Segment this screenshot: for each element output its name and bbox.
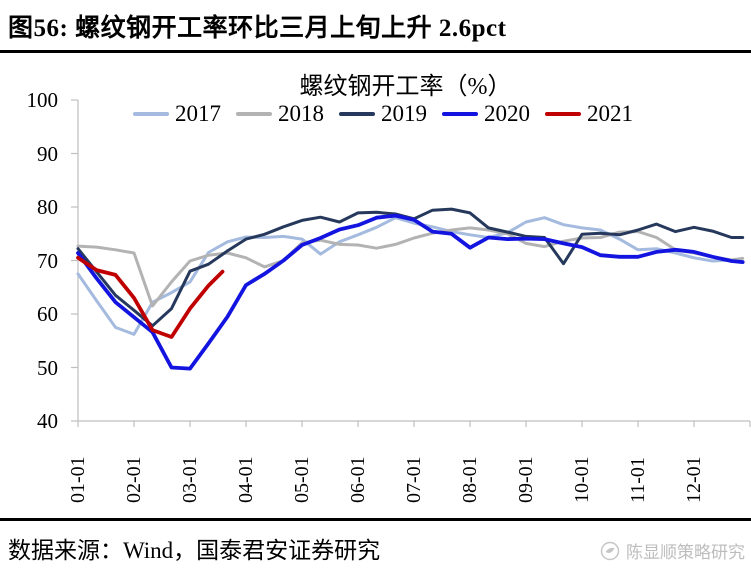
y-axis-label-90: 90 xyxy=(37,141,58,166)
legend-item-2018: 2018 xyxy=(221,101,324,127)
legend-swatch-2021 xyxy=(545,112,581,116)
legend-item-2017: 2017 xyxy=(118,101,221,127)
x-axis-label-05-01: 05-01 xyxy=(291,456,313,503)
x-axis-label-12-01: 12-01 xyxy=(683,456,705,503)
x-axis-label-01-01: 01-01 xyxy=(67,456,89,503)
page-title: 图56: 螺纹钢开工率环比三月上旬上升 2.6pct xyxy=(8,15,507,42)
legend-item-2019: 2019 xyxy=(324,101,427,127)
chart-legend: 2017 2018 2019 2020 2021 xyxy=(0,101,751,127)
legend-label-2018: 2018 xyxy=(278,101,324,126)
series-2021-line xyxy=(76,255,225,339)
x-axis-label-04-01: 04-01 xyxy=(235,456,257,503)
watermark-logo-icon xyxy=(600,541,620,560)
watermark-text: 陈显顺策略研究 xyxy=(626,543,745,562)
series-2017-line xyxy=(76,216,745,336)
x-axis-label-11-01: 11-01 xyxy=(627,457,649,503)
y-axis-label-80: 80 xyxy=(37,195,58,219)
series-2018-line xyxy=(76,226,745,308)
x-axis-label-10-01: 10-01 xyxy=(571,456,593,503)
header-rule xyxy=(0,50,751,53)
x-axis-label-06-01: 06-01 xyxy=(347,456,369,503)
y-axis-label-100: 100 xyxy=(26,88,59,112)
legend-swatch-2018 xyxy=(236,112,272,116)
legend-label-2021: 2021 xyxy=(587,101,633,126)
x-axis-label-02-01: 02-01 xyxy=(123,456,145,503)
y-axis-label-70: 70 xyxy=(37,248,58,273)
series-2019-line xyxy=(76,207,745,328)
y-axis-label-50: 50 xyxy=(37,355,58,380)
chart-title: 螺纹钢开工率（%） xyxy=(299,74,512,100)
legend-item-2021: 2021 xyxy=(530,101,633,127)
y-axis-label-40: 40 xyxy=(37,409,58,433)
y-axis-label-60: 60 xyxy=(37,302,58,326)
legend-swatch-2020 xyxy=(442,112,478,116)
legend-swatch-2017 xyxy=(133,112,169,116)
source-text: 数据来源：Wind，国泰君安证券研究 xyxy=(8,538,381,563)
legend-label-2017: 2017 xyxy=(175,101,221,126)
legend-item-2020: 2020 xyxy=(427,101,530,127)
series-2020-line xyxy=(76,213,745,371)
x-axis-label-09-01: 09-01 xyxy=(515,456,537,503)
legend-label-2020: 2020 xyxy=(484,101,530,126)
legend-swatch-2019 xyxy=(339,112,375,116)
legend-label-2019: 2019 xyxy=(381,101,427,126)
x-axis-label-07-01: 07-01 xyxy=(403,456,425,503)
footer-rule xyxy=(0,518,751,521)
x-axis-label-08-01: 08-01 xyxy=(459,456,481,503)
x-axis-label-03-01: 03-01 xyxy=(179,456,201,503)
watermark: 陈显顺策略研究 xyxy=(599,538,745,563)
